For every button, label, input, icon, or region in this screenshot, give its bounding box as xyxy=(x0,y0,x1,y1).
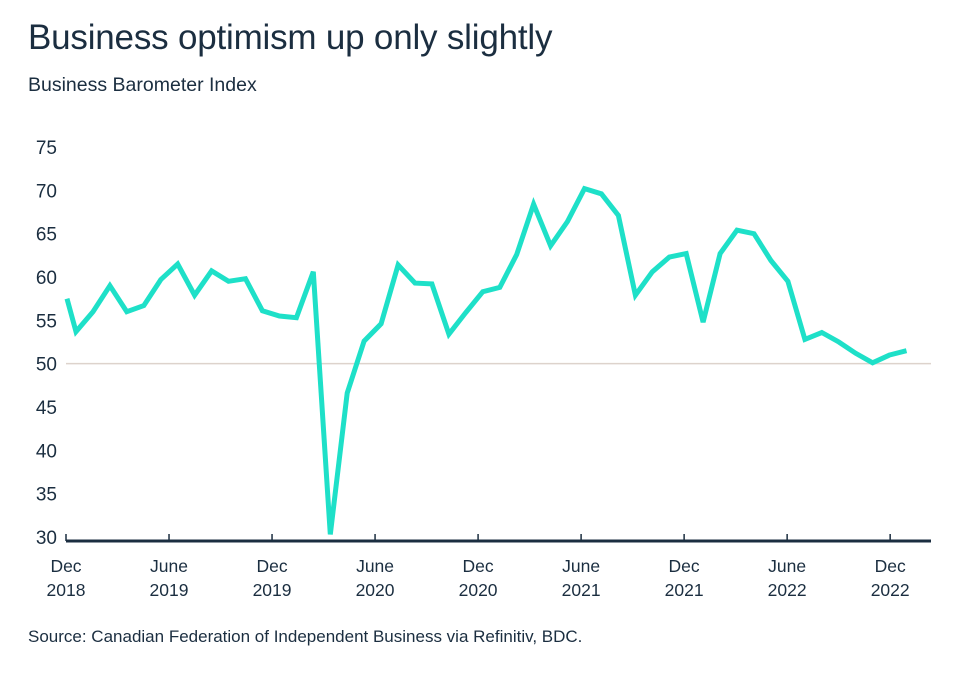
y-tick-label: 35 xyxy=(36,485,57,506)
y-tick-label: 65 xyxy=(36,225,57,246)
y-tick-label: 30 xyxy=(36,528,57,549)
x-tick-label-year: 2022 xyxy=(768,580,807,600)
y-tick-label: 75 xyxy=(36,138,57,159)
x-tick-label-month: Dec xyxy=(875,556,906,576)
chart-title: Business optimism up only slightly xyxy=(28,18,553,57)
x-tick-label-year: 2020 xyxy=(459,580,498,600)
x-tick-label-year: 2019 xyxy=(253,580,292,600)
y-tick-label: 60 xyxy=(36,268,57,289)
x-tick-label-month: Dec xyxy=(50,556,81,576)
x-tick-label-month: June xyxy=(150,556,188,576)
x-tick-label-year: 2021 xyxy=(665,580,704,600)
x-tick-label-year: 2018 xyxy=(47,580,86,600)
series-line-business-barometer xyxy=(64,185,908,535)
x-tick-label-month: Dec xyxy=(669,556,700,576)
x-axis: Dec 2018 June 2019 Dec 2019 June 2020 Dec 2020 Jun… xyxy=(47,534,931,600)
source-note: Source: Canadian Federation of Independe… xyxy=(28,627,583,646)
chart-subtitle: Business Barometer Index xyxy=(28,74,257,96)
x-tick-label-month: June xyxy=(562,556,600,576)
x-tick-label-year: 2020 xyxy=(356,580,395,600)
x-tick-label-month: June xyxy=(356,556,394,576)
x-tick-label-month: June xyxy=(768,556,806,576)
x-tick-label-year: 2022 xyxy=(871,580,910,600)
series-group xyxy=(64,185,908,535)
x-tick-label-year: 2021 xyxy=(562,580,601,600)
y-tick-label: 55 xyxy=(36,311,57,332)
y-tick-label: 70 xyxy=(36,181,57,202)
y-axis: 30 35 40 45 50 55 60 65 70 75 xyxy=(36,138,57,549)
x-tick-label-month: Dec xyxy=(256,556,287,576)
x-tick-label-month: Dec xyxy=(463,556,494,576)
y-tick-label: 40 xyxy=(36,441,57,462)
y-tick-label: 45 xyxy=(36,398,57,419)
y-tick-label: 50 xyxy=(36,355,57,376)
x-tick-label-year: 2019 xyxy=(150,580,189,600)
